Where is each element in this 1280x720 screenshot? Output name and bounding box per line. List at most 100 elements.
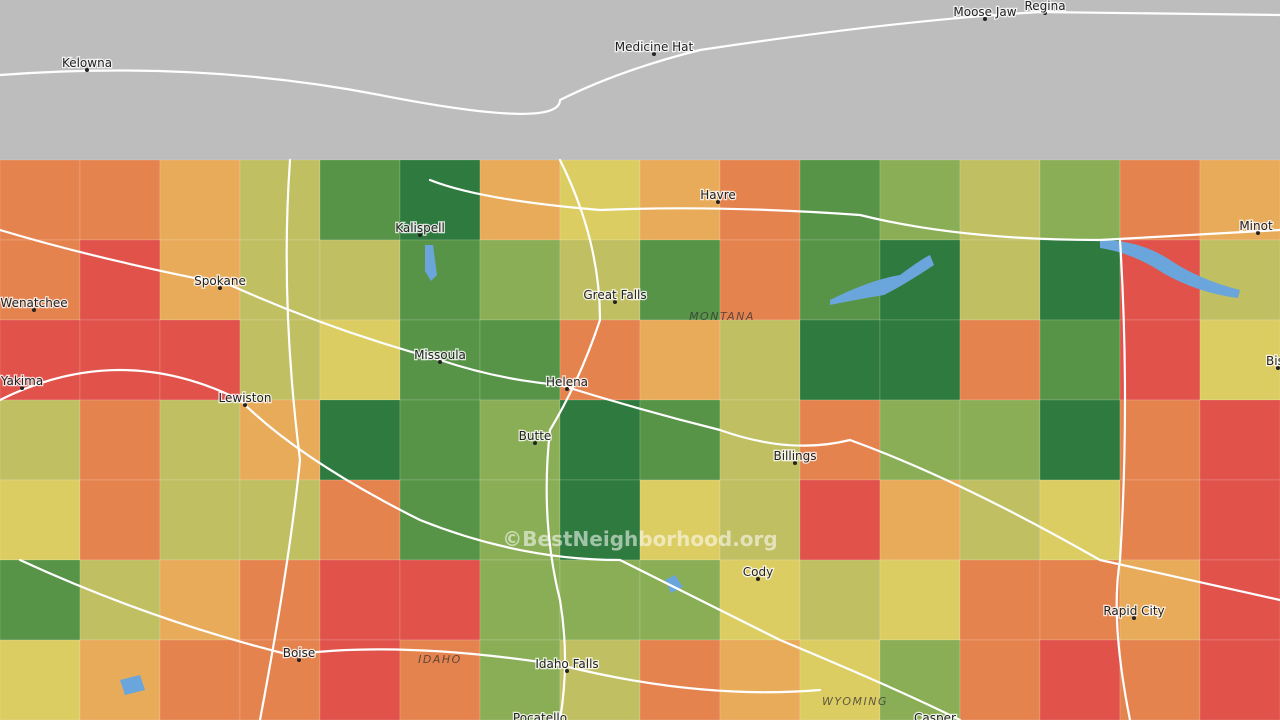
city-label: Havre xyxy=(700,188,736,202)
city-label: Lewiston xyxy=(219,391,272,405)
region xyxy=(319,559,401,641)
region xyxy=(959,639,1041,720)
region xyxy=(159,479,241,561)
region xyxy=(719,239,801,321)
region xyxy=(719,639,801,720)
region xyxy=(159,559,241,641)
city-dot xyxy=(716,200,720,204)
city-label: Pocatello xyxy=(513,711,567,720)
region xyxy=(319,639,401,720)
city-dot xyxy=(243,403,247,407)
region xyxy=(79,479,161,561)
region xyxy=(639,559,721,641)
city-label: Billings xyxy=(773,449,816,463)
region xyxy=(239,319,321,401)
region xyxy=(559,159,641,241)
road xyxy=(0,369,962,720)
city-dot xyxy=(533,441,537,445)
road xyxy=(0,10,1280,115)
region xyxy=(1039,239,1121,321)
lake xyxy=(1100,240,1240,298)
region xyxy=(79,319,161,401)
region xyxy=(399,399,481,481)
region xyxy=(1199,159,1280,241)
region xyxy=(159,159,241,241)
region xyxy=(959,159,1041,241)
city-label: Kelowna xyxy=(62,56,112,70)
watermark: ©BestNeighborhood.org xyxy=(502,527,777,551)
road xyxy=(0,228,1280,602)
region xyxy=(319,239,401,321)
city-label: Rapid City xyxy=(1103,604,1164,618)
region xyxy=(0,559,81,641)
region xyxy=(399,239,481,321)
city-label: Great Falls xyxy=(583,288,646,302)
region xyxy=(79,159,161,241)
city-dot xyxy=(1132,616,1136,620)
city-dot xyxy=(85,68,89,72)
state-label: MONTANA xyxy=(689,310,755,323)
region xyxy=(1119,399,1201,481)
region xyxy=(879,319,961,401)
city-dot xyxy=(418,233,422,237)
region xyxy=(0,639,81,720)
region xyxy=(959,239,1041,321)
region xyxy=(0,399,81,481)
region xyxy=(0,319,81,401)
lake xyxy=(425,245,437,281)
road xyxy=(428,178,1280,242)
city-label: Kalispell xyxy=(395,221,445,235)
region xyxy=(799,559,881,641)
region xyxy=(79,239,161,321)
region xyxy=(559,639,641,720)
region xyxy=(1199,399,1280,481)
region xyxy=(1199,319,1280,401)
region xyxy=(79,559,161,641)
city-dot xyxy=(793,461,797,465)
region xyxy=(319,399,401,481)
region xyxy=(959,319,1041,401)
road xyxy=(545,158,602,720)
region xyxy=(799,239,881,321)
region xyxy=(159,319,241,401)
region xyxy=(1119,319,1201,401)
city-label: Moose Jaw xyxy=(953,5,1016,19)
city-label: Medicine Hat xyxy=(615,40,694,54)
city-label: Boise xyxy=(283,646,316,660)
city-dot xyxy=(1043,11,1047,15)
region xyxy=(719,319,801,401)
city-label: Yakima xyxy=(0,374,43,388)
region xyxy=(1119,639,1201,720)
city-label: Casper xyxy=(914,711,956,720)
city-label: Bis xyxy=(1266,354,1280,368)
region xyxy=(319,319,401,401)
city-dot xyxy=(20,386,24,390)
region xyxy=(1039,319,1121,401)
region xyxy=(559,479,641,561)
region xyxy=(0,479,81,561)
city-label: Spokane xyxy=(194,274,246,288)
city-dot xyxy=(1256,231,1260,235)
region xyxy=(719,159,801,241)
city-label: Wenatchee xyxy=(0,296,67,310)
region xyxy=(159,639,241,720)
region xyxy=(1039,559,1121,641)
region xyxy=(1199,239,1280,321)
region xyxy=(639,639,721,720)
region xyxy=(399,159,481,241)
region xyxy=(1119,159,1201,241)
city-dot xyxy=(565,387,569,391)
region xyxy=(239,239,321,321)
city-label: Butte xyxy=(519,429,552,443)
city-dot xyxy=(1276,366,1280,370)
region xyxy=(799,639,881,720)
region xyxy=(1039,639,1121,720)
region xyxy=(1039,399,1121,481)
road xyxy=(18,558,822,694)
region xyxy=(0,159,81,241)
region xyxy=(1199,479,1280,561)
city-dot xyxy=(652,52,656,56)
